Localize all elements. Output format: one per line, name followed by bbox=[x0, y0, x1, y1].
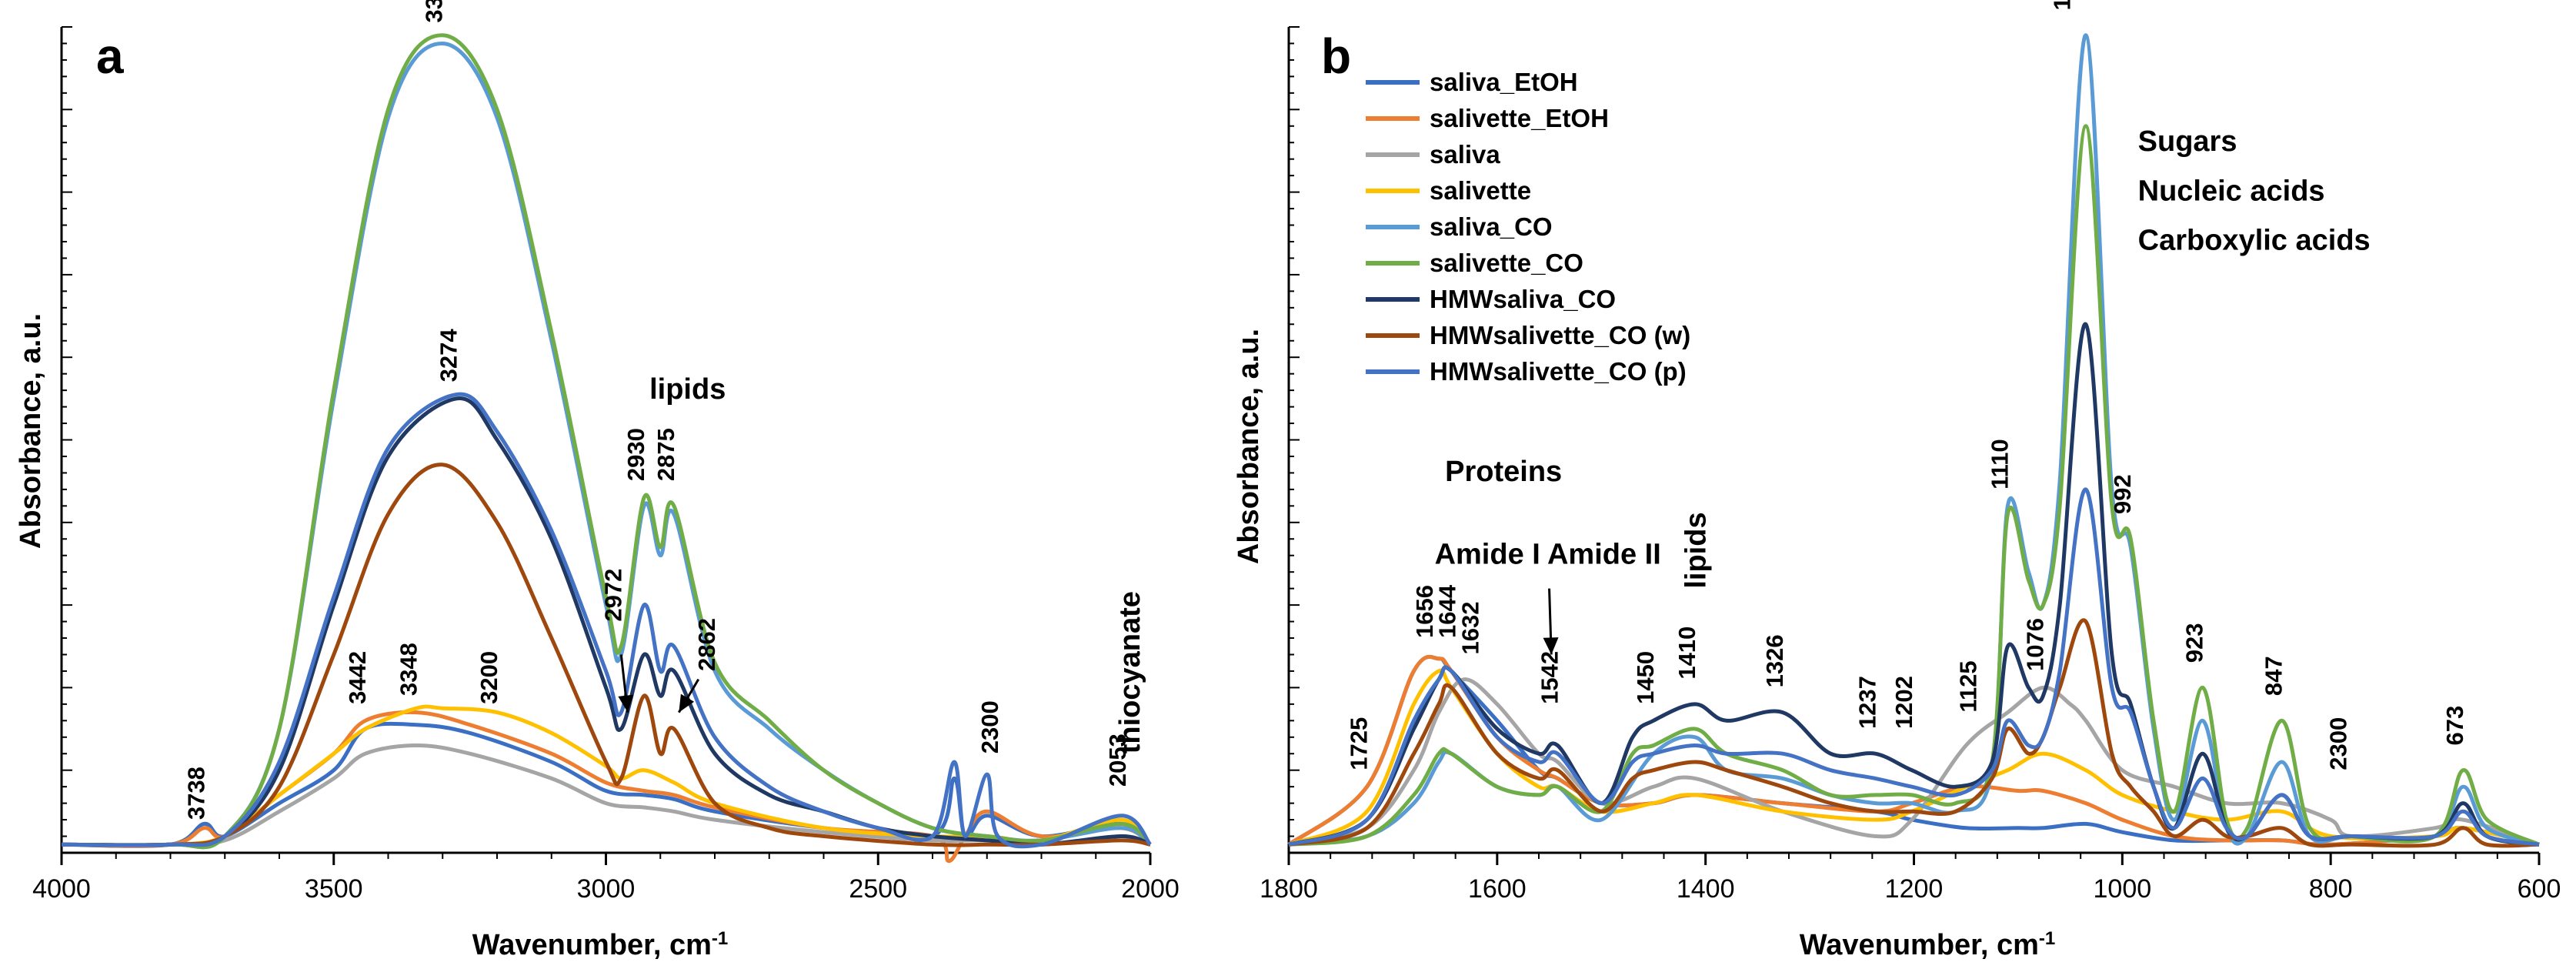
x-tick-label: 1800 bbox=[1260, 874, 1318, 904]
panel-a-axes bbox=[60, 26, 1152, 865]
annotation-label: thiocyanate bbox=[1114, 591, 1146, 753]
x-tick-label: 2000 bbox=[1121, 874, 1180, 904]
x-tick-label: 600 bbox=[2518, 874, 2561, 904]
annotation-arrow-head bbox=[1543, 637, 1559, 655]
annotation-label: 992 bbox=[2109, 474, 2136, 514]
panel-a-x-axis-title: Wavenumber, cm-1 bbox=[472, 928, 729, 962]
panel-a-tick-labels: 4000 3500 3000 2500 2000 bbox=[32, 874, 1180, 904]
annotation-label: 2300 bbox=[976, 700, 1003, 753]
annotation-label: Carboxylic acids bbox=[2138, 225, 2371, 257]
series-line-hmwsalivette-co-p bbox=[61, 392, 1153, 849]
annotation-label: Proteins bbox=[1445, 456, 1562, 488]
x-tick-label: 3000 bbox=[577, 874, 636, 904]
x-tick-label: 1200 bbox=[1885, 874, 1944, 904]
annotation-label: 847 bbox=[2261, 656, 2287, 696]
annotation-label: 3301 bbox=[421, 0, 448, 23]
series-line-hmwsaliva-co bbox=[61, 396, 1151, 847]
x-tick-label: 1400 bbox=[1677, 874, 1735, 904]
legend-label: salivette_CO bbox=[1430, 249, 1583, 277]
panel-a-chart: a Absorbance, a.u. Wavenumber, cm-1 4000… bbox=[15, 0, 1180, 961]
annotation-label: 1237 bbox=[1854, 676, 1880, 729]
x-tick-label: 3500 bbox=[305, 874, 363, 904]
x-tick-label: 1600 bbox=[1468, 874, 1527, 904]
annotation-label: 3200 bbox=[475, 651, 502, 704]
legend-label: HMWsalivette_CO (p) bbox=[1430, 357, 1687, 386]
annotation-label: 1644 bbox=[1434, 584, 1461, 638]
panel-b-tick-labels: 1800 1600 1400 1200 1000 800 600 bbox=[1260, 874, 2561, 904]
annotation-label: 1076 bbox=[2021, 618, 2048, 671]
annotation-label: 1326 bbox=[1761, 634, 1788, 687]
series-line-hmwsalivette-co-w bbox=[61, 463, 1151, 847]
annotation-label: Sugars bbox=[2138, 125, 2237, 158]
annotation-label: 1725 bbox=[1346, 717, 1373, 770]
annotation-label: 923 bbox=[2181, 623, 2208, 663]
legend-label: salivette_EtOH bbox=[1430, 104, 1609, 132]
annotation-label: 1035 bbox=[2049, 0, 2076, 11]
annotation-label: 2300 bbox=[2324, 717, 2351, 770]
panel-b-series bbox=[1287, 33, 2541, 848]
annotation-label: 1542 bbox=[1536, 651, 1563, 704]
panel-b-y-axis-title: Absorbance, a.u. bbox=[1233, 329, 1265, 564]
annotation-label: lipids bbox=[649, 373, 726, 406]
annotation-label: 1110 bbox=[1986, 439, 2013, 490]
panel-a-y-axis-title: Absorbance, a.u. bbox=[15, 313, 47, 549]
panel-b-letter: b bbox=[1321, 28, 1351, 84]
annotation-arrow-head bbox=[679, 693, 695, 713]
annotation-label: 1410 bbox=[1673, 627, 1700, 680]
panel-b-x-axis-title: Wavenumber, cm-1 bbox=[1800, 928, 2056, 962]
annotation-label: 1125 bbox=[1955, 660, 1982, 712]
annotation-label: 3738 bbox=[182, 767, 209, 820]
annotation-label: 1656 bbox=[1411, 585, 1438, 638]
panel-b-axes bbox=[1287, 26, 2541, 865]
panel-a-series bbox=[61, 33, 1153, 864]
legend-label: saliva_EtOH bbox=[1430, 68, 1578, 96]
annotation-label: 2862 bbox=[693, 618, 720, 671]
series-line-hmwsalivette-co-p bbox=[1288, 487, 2540, 847]
x-tick-label: 1000 bbox=[2094, 874, 2152, 904]
panel-a-letter: a bbox=[96, 28, 124, 84]
x-tick-label: 800 bbox=[2309, 874, 2353, 904]
annotation-label: 3274 bbox=[435, 329, 462, 383]
annotation-label: 1632 bbox=[1457, 602, 1483, 655]
legend-label: saliva bbox=[1430, 140, 1500, 169]
annotation-label: 673 bbox=[2441, 706, 2468, 746]
annotation-label: lipids bbox=[1680, 512, 1713, 588]
annotation-label: 1202 bbox=[1890, 676, 1917, 729]
annotation-label: 2053 bbox=[1104, 733, 1131, 787]
annotation-arrow-head bbox=[618, 694, 634, 713]
annotation-label: 3348 bbox=[395, 643, 422, 696]
annotation-label: Nucleic acids bbox=[2138, 175, 2325, 207]
annotation-label: 2930 bbox=[622, 428, 649, 481]
annotation-label: 1450 bbox=[1632, 651, 1659, 704]
series-line-salivette-co bbox=[61, 33, 1152, 850]
panel-b-chart: b Absorbance, a.u. Wavenumber, cm-1 1800… bbox=[1233, 0, 2561, 961]
annotation-label: 2972 bbox=[599, 569, 626, 622]
legend-label: HMWsalivette_CO (w) bbox=[1430, 321, 1690, 349]
x-tick-label: 2500 bbox=[849, 874, 907, 904]
annotation-label: 2875 bbox=[652, 428, 679, 481]
legend-label: HMWsaliva_CO bbox=[1430, 285, 1616, 313]
legend-label: saliva_CO bbox=[1430, 212, 1553, 241]
series-line-salivette-co bbox=[1288, 124, 2541, 847]
x-tick-label: 4000 bbox=[32, 874, 91, 904]
legend-label: salivette bbox=[1430, 176, 1531, 205]
annotation-label: Amide I Amide II bbox=[1435, 538, 1661, 570]
annotation-label: 3442 bbox=[344, 651, 371, 704]
